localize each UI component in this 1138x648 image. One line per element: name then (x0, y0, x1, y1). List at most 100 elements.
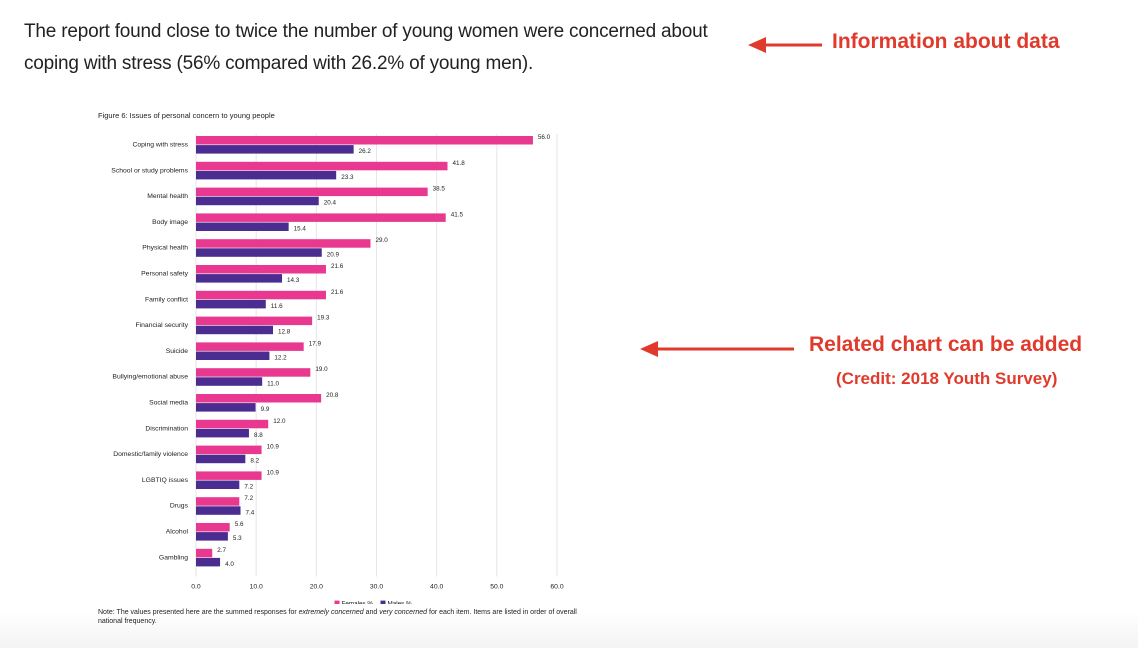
bar (196, 523, 230, 532)
data-label: 8.8 (254, 432, 263, 439)
legend-swatch (380, 600, 386, 604)
data-label: 10.9 (267, 469, 280, 476)
bar (196, 548, 213, 558)
bar (196, 222, 289, 231)
bar (196, 325, 274, 335)
data-label: 7.4 (246, 509, 255, 516)
category-label: Suicide (166, 348, 189, 355)
data-label: 11.6 (271, 303, 283, 310)
category-label: Coping with stress (132, 142, 188, 149)
callout-information: Information about data (832, 30, 1060, 53)
callout-related-chart: Related chart can be added (809, 333, 1083, 356)
data-label: 15.4 (294, 226, 307, 233)
legend-swatch (334, 600, 340, 604)
data-label: 9.9 (261, 406, 270, 413)
data-label: 21.6 (331, 289, 344, 296)
data-label: 19.0 (315, 366, 328, 373)
legend-label: Males % (388, 601, 413, 604)
bar (196, 377, 263, 386)
data-label: 38.5 (433, 186, 446, 193)
category-label: Gambling (159, 554, 188, 561)
bar (196, 471, 262, 480)
bar (196, 265, 326, 274)
bar (196, 290, 326, 300)
bar (196, 506, 241, 515)
data-label: 12.0 (273, 418, 286, 425)
data-label: 26.2 (359, 148, 372, 155)
data-label: 12.2 (274, 355, 287, 362)
x-tick-label: 60.0 (550, 584, 563, 591)
bar (196, 342, 304, 351)
bar (196, 161, 448, 171)
data-label: 20.9 (327, 251, 340, 258)
bar (196, 316, 313, 326)
bar (196, 454, 246, 464)
bar (196, 368, 311, 377)
note-suffix: for each item. Items are listed in order… (98, 609, 577, 625)
category-label: Alcohol (166, 529, 189, 536)
category-label: School or study problems (111, 167, 188, 174)
category-label: Domestic/family violence (113, 451, 188, 458)
note-emphasis-2: very concerned (379, 609, 428, 616)
bar (196, 196, 319, 206)
bar (196, 136, 533, 145)
data-label: 19.3 (317, 315, 330, 322)
arrow-icon (640, 341, 794, 357)
bar (196, 445, 262, 455)
bar (196, 299, 266, 309)
bar (196, 497, 240, 506)
data-label: 14.3 (287, 277, 300, 284)
data-label: 41.5 (451, 211, 464, 218)
x-tick-label: 10.0 (250, 584, 263, 591)
x-tick-label: 40.0 (430, 584, 443, 591)
bar (196, 394, 322, 403)
data-label: 41.8 (452, 160, 465, 167)
data-label: 5.6 (235, 521, 244, 528)
note-prefix: Note: The values presented here are the … (98, 609, 299, 616)
bar (196, 532, 228, 541)
arrow-icon (748, 37, 822, 53)
data-label: 11.0 (267, 380, 279, 387)
bar (196, 248, 322, 257)
data-label: 4.0 (225, 561, 234, 568)
bar (196, 419, 269, 429)
category-label: Personal safety (141, 271, 188, 278)
note-mid: and (363, 609, 380, 616)
bar (196, 428, 249, 438)
bar (196, 557, 221, 567)
x-tick-label: 50.0 (490, 584, 503, 591)
data-label: 8.2 (250, 458, 259, 465)
bar (196, 403, 256, 412)
bar (196, 170, 337, 180)
x-tick-label: 20.0 (310, 584, 323, 591)
data-label: 2.7 (217, 547, 226, 554)
category-label: Family conflict (145, 296, 188, 303)
data-label: 56.0 (538, 134, 551, 141)
data-label: 21.6 (331, 263, 344, 270)
chart-title: Figure 6: Issues of personal concern to … (98, 111, 275, 120)
data-label: 20.4 (324, 200, 337, 207)
bar (196, 274, 283, 283)
data-label: 10.9 (267, 444, 280, 451)
intro-text: The report found close to twice the numb… (24, 21, 708, 74)
data-label: 20.8 (326, 392, 339, 399)
chart-note: Note: The values presented here are the … (98, 608, 578, 626)
category-label: LGBTIQ issues (142, 477, 189, 484)
bar (196, 351, 270, 360)
data-label: 12.8 (278, 329, 291, 336)
data-label: 7.2 (244, 484, 253, 491)
data-label: 17.9 (309, 340, 322, 347)
data-label: 5.3 (233, 535, 242, 542)
x-tick-label: 0.0 (191, 584, 201, 591)
data-label: 29.0 (375, 237, 388, 244)
note-emphasis-1: extremely concerned (298, 609, 364, 616)
category-label: Bullying/emotional abuse (112, 374, 188, 381)
data-label: 23.3 (341, 174, 354, 181)
page-bottom-fade (0, 612, 1138, 648)
category-label: Drugs (170, 503, 189, 510)
category-label: Physical health (142, 245, 188, 252)
category-label: Financial security (135, 322, 188, 329)
bar (196, 239, 371, 248)
bar (196, 187, 428, 197)
category-label: Mental health (147, 193, 188, 200)
